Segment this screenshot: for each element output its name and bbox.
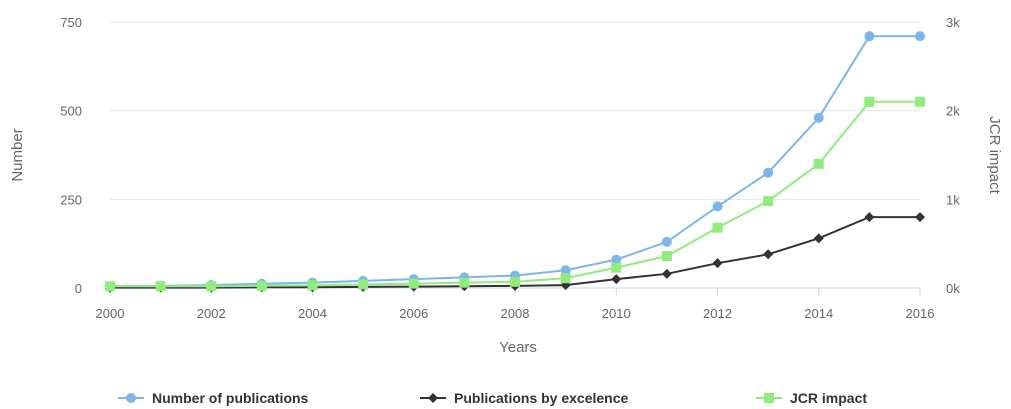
data-point xyxy=(763,249,774,260)
series xyxy=(105,31,925,293)
data-point xyxy=(611,262,622,273)
y2-axis-title: JCR impact xyxy=(986,116,1003,194)
y-axis-title: Number xyxy=(9,128,26,181)
data-point xyxy=(915,31,925,42)
data-point xyxy=(813,112,824,123)
data-point xyxy=(256,280,267,291)
data-point xyxy=(763,167,774,178)
data-point xyxy=(408,278,419,289)
x-tick-label: 2010 xyxy=(602,306,631,321)
x-tick-label: 2000 xyxy=(96,306,125,321)
y-tick-label: 500 xyxy=(60,104,82,119)
legend-symbol-marker xyxy=(428,393,438,403)
legend-symbol-marker xyxy=(764,393,774,403)
x-tick-label: 2004 xyxy=(298,306,327,321)
data-point xyxy=(206,281,217,292)
series-line xyxy=(110,100,920,288)
x-tick-label: 2014 xyxy=(804,306,833,321)
data-point xyxy=(864,31,875,42)
data-point xyxy=(510,276,520,287)
data-point xyxy=(864,96,875,107)
data-point xyxy=(105,281,115,292)
legend-label: JCR impact xyxy=(790,390,867,406)
data-point xyxy=(712,222,723,233)
y2-tick-label: 1k xyxy=(946,192,960,207)
x-tick-label: 2008 xyxy=(501,306,530,321)
legend-label: Publications by excelence xyxy=(454,390,629,406)
y-tick-label: 750 xyxy=(60,15,82,30)
y2-tick-label: 2k xyxy=(946,104,960,119)
data-point xyxy=(813,233,824,244)
legend: Number of publications Publications by ex… xyxy=(118,390,867,406)
data-point xyxy=(915,96,925,107)
data-point xyxy=(864,212,875,223)
data-point xyxy=(661,268,672,279)
grid xyxy=(110,21,920,200)
data-point xyxy=(813,158,824,169)
data-point xyxy=(712,201,723,212)
series-line xyxy=(109,35,920,288)
x-tick-label: 2002 xyxy=(197,306,226,321)
data-point xyxy=(611,274,622,285)
data-point xyxy=(560,273,571,284)
data-point xyxy=(661,251,672,262)
legend-symbol-marker xyxy=(126,393,136,403)
data-point xyxy=(712,258,723,269)
x-tick-label: 2012 xyxy=(703,306,732,321)
x-axis-title: Years xyxy=(499,339,537,356)
data-point xyxy=(459,277,470,288)
data-point xyxy=(661,236,672,247)
y-tick-label: 0 xyxy=(75,281,82,296)
data-point xyxy=(307,280,318,291)
axes: 0 250 500 750 0k 1k 2k 3k 2000 2002 2004 2006 2008 20… xyxy=(60,15,960,321)
y-tick-label: 250 xyxy=(60,192,82,207)
y2-tick-label: 0k xyxy=(946,281,960,296)
y2-tick-label: 3k xyxy=(946,15,960,30)
legend-label: Number of publications xyxy=(152,390,309,406)
data-point xyxy=(358,279,369,290)
data-point xyxy=(763,196,774,207)
data-point xyxy=(155,281,166,292)
data-point xyxy=(560,265,571,276)
x-tick-label: 2016 xyxy=(906,306,935,321)
data-point xyxy=(915,212,925,223)
x-tick-label: 2006 xyxy=(399,306,428,321)
data-point xyxy=(611,254,622,265)
